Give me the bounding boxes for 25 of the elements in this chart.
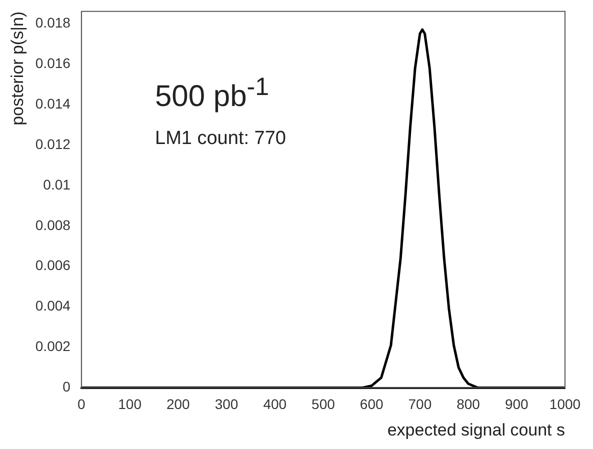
x-tick-label: 100 [118,396,142,412]
y-tick-label: 0.018 [35,14,71,30]
x-tick-label: 400 [263,396,287,412]
x-tick-label: 900 [504,396,529,412]
y-tick-label: 0.01 [43,176,71,192]
y-axis-title: posterior p(s|n) [8,11,27,126]
x-tick-label: 600 [360,396,384,412]
x-tick-label: 0 [78,396,86,412]
x-tick-label: 800 [456,396,480,412]
y-tick-label: 0.012 [35,136,71,152]
y-tick-label: 0.004 [35,298,71,314]
x-tick-label: 200 [166,396,190,412]
y-tick-label: 0 [62,378,71,395]
x-tick-label: 1000 [549,396,581,412]
y-tick-label: 0.006 [35,257,71,274]
y-tick-label: 0.008 [35,216,71,233]
y-tick-label: 0.016 [35,54,71,71]
y-tick-label: 0.014 [35,95,71,112]
x-tick-label: 500 [312,396,336,412]
x-axis-title: expected signal count s [387,420,565,440]
y-tick-label: 0.002 [35,338,71,354]
x-tick-label: 700 [408,396,432,412]
annotation: LM1 count: 770 [155,128,286,151]
annotation: 500 pb$^{-1}$ [155,72,269,115]
x-tick-label: 300 [214,396,238,412]
